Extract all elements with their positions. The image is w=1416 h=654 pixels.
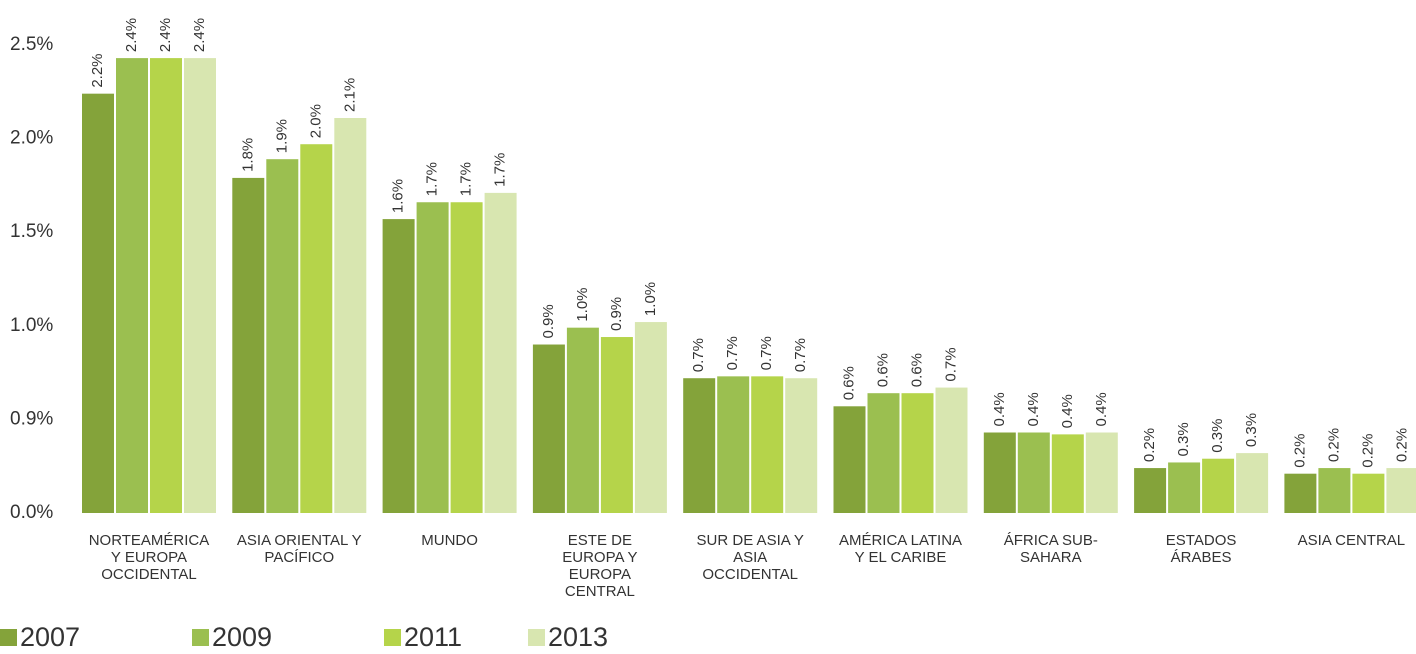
value-label: 0.2% [1141, 428, 1158, 462]
value-label: 2.4% [191, 18, 208, 52]
bar [1352, 473, 1385, 513]
value-label: 2.4% [157, 18, 174, 52]
bar [1386, 468, 1416, 513]
value-label: 0.4% [1059, 394, 1076, 428]
legend-label: 2007 [20, 622, 80, 652]
value-label: 0.7% [792, 338, 809, 372]
y-tick-label: 0.0% [10, 502, 53, 523]
bar [184, 58, 216, 513]
bar [683, 378, 716, 513]
value-label: 0.9% [540, 304, 557, 338]
legend-swatch [192, 629, 209, 646]
legend-label: 2009 [212, 622, 272, 652]
legend-swatch [384, 629, 401, 646]
value-label: 1.6% [390, 179, 407, 213]
bar [1202, 458, 1235, 513]
y-tick-label: 1.5% [10, 221, 53, 242]
bar [1236, 453, 1269, 513]
value-label: 0.2% [1291, 433, 1308, 467]
value-label: 2.1% [341, 78, 358, 112]
x-tick-label: ESTADOS ÁRABES [1165, 532, 1237, 566]
bar [717, 376, 750, 513]
value-label: 0.9% [608, 297, 625, 331]
value-label: 1.7% [492, 153, 509, 187]
value-label: 0.2% [1393, 428, 1410, 462]
value-label: 1.7% [424, 162, 441, 196]
value-label: 0.6% [840, 366, 857, 400]
value-label: 0.4% [1025, 392, 1042, 426]
value-label: 0.7% [758, 336, 775, 370]
value-label: 0.7% [690, 338, 707, 372]
bar [935, 387, 968, 513]
x-tick-label: NORTEAMÉRICA Y EUROPA OCCIDENTAL [88, 532, 210, 583]
value-label: 1.7% [458, 162, 475, 196]
bar [232, 177, 265, 514]
value-label: 0.3% [1175, 422, 1192, 456]
bar [1134, 468, 1167, 513]
bar [566, 327, 599, 513]
x-tick-label: MUNDO [421, 532, 478, 549]
legend-label: 2013 [548, 622, 608, 652]
bar [450, 202, 483, 514]
value-label: 0.3% [1243, 413, 1260, 447]
value-label: 2.4% [123, 18, 140, 52]
bar [751, 376, 784, 513]
value-label: 0.7% [724, 336, 741, 370]
value-label: 0.7% [942, 347, 959, 381]
bar [867, 393, 900, 513]
value-label: 0.6% [874, 353, 891, 387]
bar [300, 144, 333, 513]
value-label: 0.4% [1093, 392, 1110, 426]
y-tick-label: 0.9% [10, 408, 53, 429]
value-label: 2.0% [307, 104, 324, 138]
legend-label: 2011 [404, 622, 462, 652]
bar [266, 159, 299, 513]
bar [150, 58, 182, 513]
x-tick-label: AMÉRICA LATINA Y EL CARIBE [838, 532, 963, 566]
bar [484, 192, 517, 513]
value-label: 0.3% [1209, 419, 1226, 453]
bar [116, 58, 148, 513]
bar [382, 219, 415, 513]
value-label: 1.9% [273, 119, 290, 153]
value-label: 0.2% [1325, 428, 1342, 462]
bar [901, 393, 934, 513]
bar [983, 432, 1016, 513]
value-label: 1.0% [642, 282, 659, 316]
x-tick-label: ASIA CENTRAL [1297, 532, 1406, 549]
x-tick-label: ÁFRICA SUB-SAHARA [1003, 532, 1098, 566]
value-label: 1.8% [239, 138, 256, 172]
legend-swatch [528, 629, 545, 646]
bar [1284, 473, 1317, 513]
bar [416, 202, 449, 514]
bar [334, 118, 367, 514]
bar [1085, 432, 1118, 513]
bar [532, 344, 565, 513]
y-tick-label: 2.0% [10, 128, 53, 149]
bar [1318, 468, 1351, 513]
value-label: 1.0% [574, 287, 591, 321]
x-tick-label: ESTE DE EUROPA Y EUROPA CENTRAL [562, 532, 638, 600]
legend-swatch [0, 629, 17, 646]
value-label: 0.6% [908, 353, 925, 387]
value-label: 2.2% [89, 53, 106, 87]
value-label: 0.4% [991, 392, 1008, 426]
bar [1051, 434, 1084, 513]
bar [82, 93, 114, 513]
y-tick-label: 1.0% [10, 315, 53, 336]
x-tick-label: SUR DE ASIA Y ASIA OCCIDENTAL [696, 532, 804, 583]
value-label: 0.2% [1359, 433, 1376, 467]
bar [600, 337, 633, 513]
x-tick-label: ASIA ORIENTAL Y PACÍFICO [236, 532, 362, 566]
bar [785, 378, 818, 513]
y-tick-label: 2.5% [10, 34, 53, 55]
bar [833, 406, 866, 513]
bar [1017, 432, 1050, 513]
bar [634, 322, 667, 513]
bar [1168, 462, 1201, 513]
